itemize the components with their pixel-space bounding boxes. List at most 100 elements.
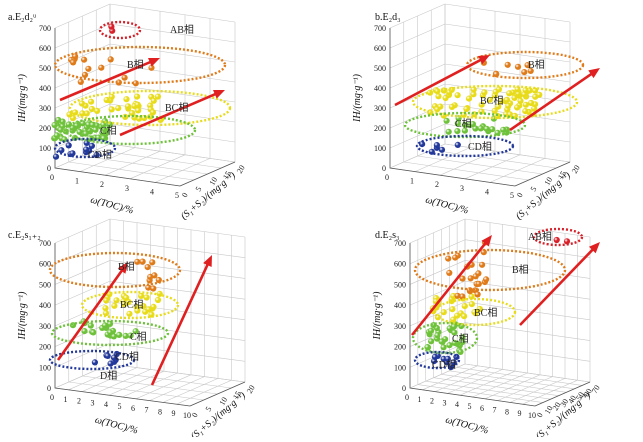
z-tick-label: 20 [245, 384, 257, 395]
y-tick-label: 500 [374, 64, 386, 73]
facies-ring-b [465, 50, 585, 80]
data-point-c [76, 128, 83, 135]
data-point-cd [444, 355, 451, 362]
y-tick-label: 600 [394, 260, 406, 269]
x-tick-label: 5 [118, 402, 122, 411]
y-axis-label: IH/(mg·g⁻¹) [372, 291, 383, 341]
data-point-b [121, 74, 128, 81]
z-tick-label: 5 [204, 405, 214, 413]
data-point-bc [522, 108, 529, 115]
y-tick-label: 700 [394, 239, 406, 248]
z-tick-label: 0 [535, 411, 545, 419]
data-point-bc [102, 310, 110, 317]
data-point-bc [468, 293, 475, 300]
axis-frame [534, 381, 591, 407]
data-point-b [139, 258, 146, 265]
data-point-c [106, 121, 113, 128]
data-point-bc [491, 107, 498, 114]
x-axis-label: ω(TOC)/% [94, 415, 139, 437]
facies-label-c: C相 [455, 117, 472, 130]
data-point-c [461, 127, 468, 134]
data-point-bc [442, 94, 449, 102]
data-point-b [483, 276, 490, 283]
data-point-c [483, 125, 490, 132]
facies-label-cd: CD相 [88, 148, 112, 161]
data-point-cd [431, 353, 439, 360]
data-point-c [92, 126, 99, 133]
data-point-c [51, 121, 58, 129]
y-tick-label: 700 [39, 239, 51, 248]
x-tick-label: 6 [131, 404, 135, 413]
data-point-c [127, 332, 134, 339]
grid-line [96, 369, 232, 389]
z-tick-label: 60 [582, 387, 594, 398]
data-point-bc [123, 96, 130, 103]
facies-ring-c [50, 319, 170, 347]
trend-arrow-head [481, 235, 492, 247]
data-point-c [427, 327, 435, 334]
data-point-bc [470, 91, 477, 98]
panel-title: a.E₂d₂ᵘ [8, 12, 37, 23]
trend-arrow-head [203, 255, 212, 267]
x-axis-label: ω(TOC)/% [89, 195, 134, 217]
data-point-b [524, 62, 531, 69]
data-point-bc [517, 97, 524, 104]
x-tick-label: 5 [510, 191, 514, 200]
facies-ring-b [48, 251, 182, 289]
data-point-c [53, 132, 61, 139]
data-point-cd [91, 359, 98, 366]
grid-line [425, 380, 551, 400]
grid-line [422, 365, 478, 391]
grid-line [457, 367, 583, 386]
data-point-c [81, 328, 88, 335]
trend-arrow-head [478, 55, 490, 65]
x-tick-label: 9 [172, 409, 176, 418]
data-point-b [514, 63, 522, 70]
data-point-b [459, 293, 466, 300]
y-tick-label: 600 [39, 260, 51, 269]
data-point-bc [123, 294, 130, 301]
y-tick-label: 100 [394, 363, 406, 372]
x-tick-label: 5 [468, 402, 472, 411]
data-point-b [98, 64, 105, 71]
panel-title: c.E₂s₁₊₂ [8, 230, 41, 241]
grid-line [464, 363, 591, 383]
x-tick-label: 0 [405, 393, 409, 402]
data-point-b [144, 264, 151, 271]
data-point-bc [134, 93, 141, 100]
data-point-c [55, 116, 62, 124]
data-point-bc [498, 98, 505, 105]
data-point-c [132, 328, 139, 335]
data-point-c [446, 342, 453, 349]
data-point-c [107, 329, 114, 336]
y-tick-label: 700 [374, 24, 386, 33]
data-point-b [81, 71, 89, 78]
y-axis-label: IH/(mg·g⁻¹) [352, 73, 363, 123]
y-tick-label: 700 [39, 24, 51, 33]
facies-label-ab: AB相 [170, 23, 194, 36]
data-point-bc [140, 303, 147, 310]
grid-line [68, 161, 194, 181]
y-tick-label: 200 [39, 124, 51, 133]
data-point-c [461, 121, 469, 128]
grid-line [434, 367, 491, 392]
grid-line [449, 370, 575, 390]
grid-line [484, 374, 541, 400]
data-point-cd [419, 141, 426, 148]
grid-line [497, 376, 553, 401]
y-tick-label: 200 [394, 343, 406, 352]
data-point-bc [115, 105, 122, 112]
axis-frame [179, 161, 236, 187]
data-point-bc [506, 90, 513, 97]
grid-line [444, 3, 571, 23]
data-point-bc [434, 106, 441, 113]
data-point-b [147, 273, 154, 280]
data-point-b [149, 259, 156, 266]
z-tick-label: 0 [180, 191, 190, 199]
data-point-bc [121, 300, 128, 308]
y-tick-label: 100 [39, 363, 51, 372]
y-tick-label: 0 [402, 384, 406, 393]
grid-line [441, 373, 567, 393]
